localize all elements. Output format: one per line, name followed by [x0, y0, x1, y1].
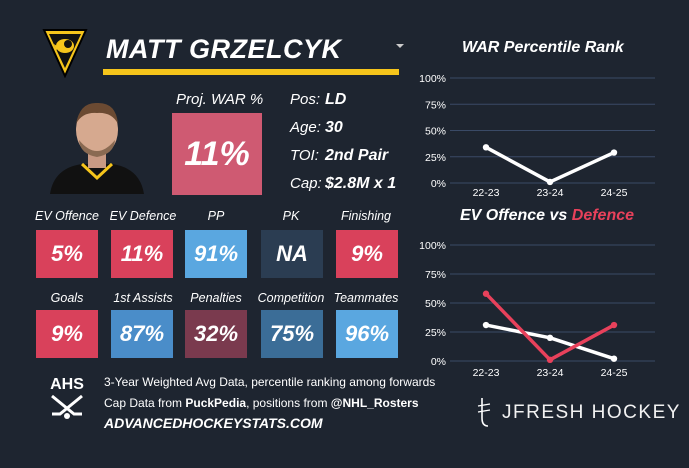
- war-series-point-0: [610, 149, 618, 156]
- pp-label: PP: [207, 209, 225, 223]
- pos-label: Pos:: [290, 91, 321, 108]
- pk-label: PK: [282, 209, 300, 223]
- war-y-tick-label: 50%: [425, 126, 446, 138]
- war-y-tick-label: 100%: [419, 73, 446, 85]
- puckpedia-link[interactable]: PuckPedia: [185, 396, 247, 410]
- footer-note-1: 3-Year Weighted Avg Data, percentile ran…: [104, 375, 436, 389]
- war-y-tick-label: 25%: [425, 152, 446, 164]
- footer-note-2: Cap Data from PuckPedia, positions from …: [104, 396, 419, 410]
- ev-chart-title-part2: Defence: [571, 207, 635, 224]
- penalties-tile: 32%: [185, 310, 247, 358]
- ev-chart-title: EV Offence vs Defence: [460, 207, 634, 225]
- war-series-point-0: [482, 144, 490, 151]
- war-series-line-0: [485, 145, 615, 184]
- ev-series-point-0: [610, 355, 618, 362]
- first-assists-label: 1st Assists: [113, 291, 173, 305]
- brand-name: JFRESH HOCKEY: [502, 402, 681, 423]
- first-assists-tile: 87%: [111, 310, 173, 358]
- goals-label: Goals: [50, 291, 84, 305]
- hockey-sticks-icon: [51, 394, 83, 419]
- footer-note-2-pre: Cap Data from: [104, 396, 186, 410]
- ev-series-point-1: [482, 290, 490, 297]
- ev-x-tick-label: 23-24: [537, 367, 564, 379]
- ev-x-tick-label: 24-25: [601, 367, 628, 379]
- penguins-logo-icon: [42, 29, 88, 79]
- site-link[interactable]: ADVANCEDHOCKEYSTATS.COM: [104, 415, 323, 431]
- ev-series-point-1: [610, 321, 618, 329]
- finishing-label: Finishing: [340, 209, 392, 223]
- ev-defence-label: EV Defence: [109, 209, 177, 223]
- war-series-point-0: [546, 178, 554, 186]
- war-chart-title: WAR Percentile Rank: [462, 39, 624, 56]
- player-headshot: [42, 94, 152, 194]
- toi-value: 2nd Pair: [325, 147, 389, 164]
- war-x-tick-label: 24-25: [601, 187, 628, 199]
- competition-label: Competition: [257, 291, 325, 305]
- toi-label: TOI:: [290, 147, 319, 164]
- cap-value: $2.8M x 1: [325, 175, 397, 192]
- cap-label: Cap:: [290, 175, 322, 192]
- name-underline: [103, 69, 399, 75]
- age-label: Age:: [290, 119, 321, 136]
- age-value: 30: [325, 119, 343, 136]
- competition-tile: 75%: [261, 310, 323, 358]
- ev-series-point-0: [482, 321, 490, 329]
- ev-y-tick-label: 50%: [425, 298, 446, 310]
- name-dropdown-icon[interactable]: [396, 44, 404, 48]
- war-y-tick-label: 0%: [431, 178, 446, 190]
- proj-war-tile: 11%: [172, 113, 262, 195]
- ev-offence-label: EV Offence: [35, 209, 99, 223]
- penalties-label: Penalties: [190, 291, 242, 305]
- ev-defence-tile: 11%: [111, 230, 173, 278]
- ev-y-tick-label: 100%: [419, 240, 446, 252]
- teammates-label: Teammates: [333, 291, 399, 305]
- war-y-tick-label: 75%: [425, 99, 446, 111]
- ev-y-tick-label: 75%: [425, 269, 446, 281]
- ev-chart-title-part1: EV Offence vs: [460, 207, 572, 224]
- finishing-tile: 9%: [336, 230, 398, 278]
- proj-war-value: 11%: [184, 134, 250, 173]
- ahs-logo: AHS: [42, 376, 92, 426]
- pk-tile: NA: [261, 230, 323, 278]
- goals-tile: 9%: [36, 310, 98, 358]
- ev-series-line-0: [485, 323, 615, 361]
- pos-value: LD: [325, 91, 347, 108]
- war-x-tick-label: 23-24: [537, 187, 564, 199]
- ahs-logo-text: AHS: [50, 376, 84, 393]
- ev-y-tick-label: 25%: [425, 327, 446, 339]
- ev-y-tick-label: 0%: [431, 356, 446, 368]
- proj-war-label: Proj. WAR %: [176, 91, 264, 108]
- jfresh-logo-icon: [476, 396, 492, 430]
- team-logo: [38, 24, 92, 79]
- pp-tile: 91%: [185, 230, 247, 278]
- ev-series-point-0: [546, 334, 554, 341]
- ev-series-point-1: [546, 356, 554, 364]
- ev-offence-tile: 5%: [36, 230, 98, 278]
- nhl-rosters-link[interactable]: @NHL_Rosters: [330, 396, 419, 410]
- ev-x-tick-label: 22-23: [473, 367, 500, 379]
- ev-series-line-1: [484, 292, 615, 362]
- war-x-tick-label: 22-23: [473, 187, 500, 199]
- player-name: MATT GRZELCYK: [106, 34, 342, 64]
- footer-note-2-mid: , positions from: [246, 396, 331, 410]
- teammates-tile: 96%: [336, 310, 398, 358]
